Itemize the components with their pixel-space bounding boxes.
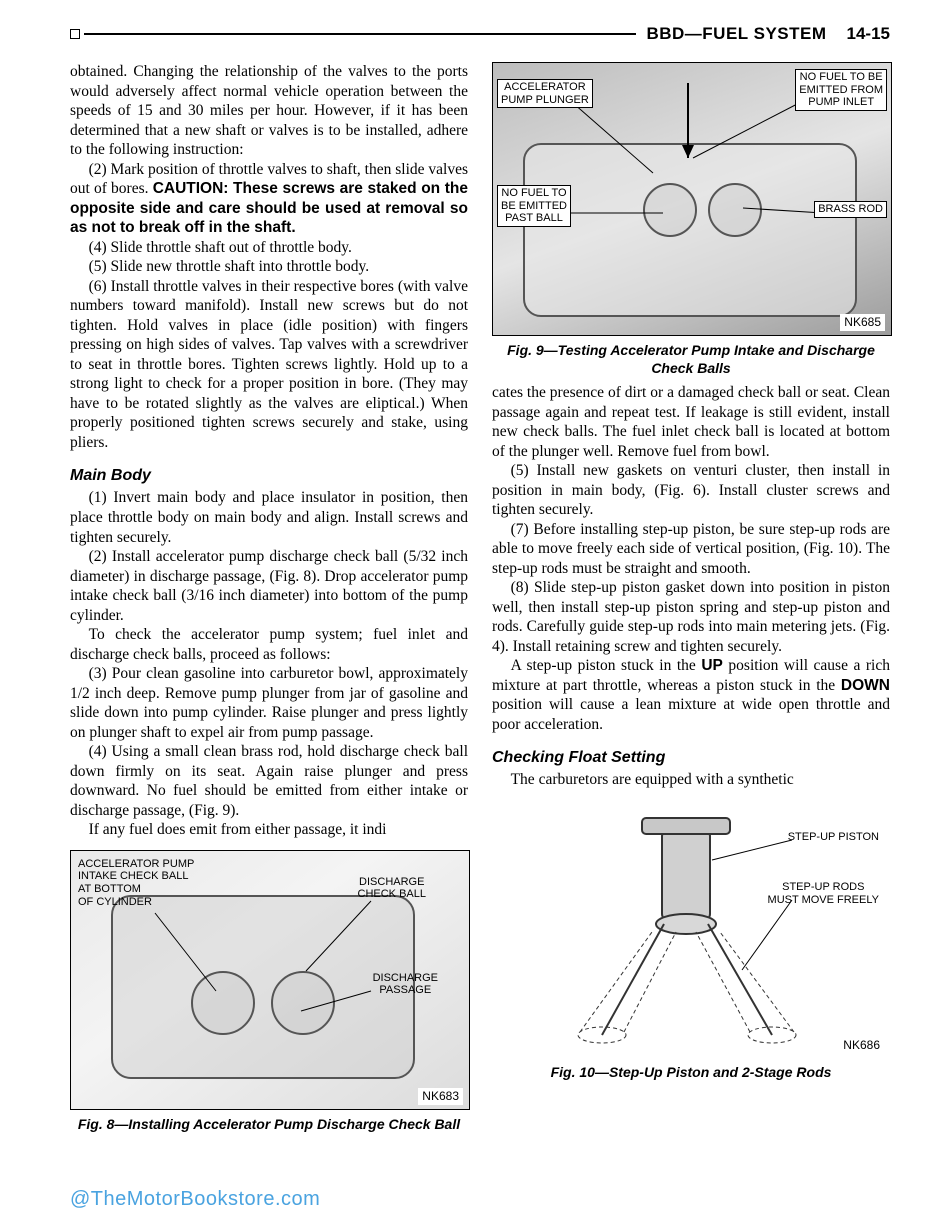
body-paragraph: (4) Using a small clean brass rod, hold …	[70, 742, 468, 820]
figure-8-caption: Fig. 8—Installing Accelerator Pump Disch…	[70, 1116, 468, 1134]
page-number: 14-15	[827, 24, 890, 44]
figure-9-label: ACCELERATOR PUMP PLUNGER	[497, 79, 593, 108]
emphasis-up: UP	[701, 657, 723, 674]
body-paragraph: (3) Pour clean gasoline into carburetor …	[70, 664, 468, 742]
heading-main-body: Main Body	[70, 466, 468, 486]
text-run: position will cause a lean mixture at wi…	[492, 696, 890, 733]
figure-8: ACCELERATOR PUMP INTAKE CHECK BALL AT BO…	[70, 850, 468, 1134]
body-paragraph: (8) Slide step-up piston gasket down int…	[492, 578, 890, 656]
body-columns: obtained. Changing the relationship of t…	[70, 62, 890, 1133]
text-run: but do not tighten. Hold valves in place…	[70, 297, 468, 451]
figure-9-id: NK685	[840, 314, 885, 331]
figure-8-label: ACCELERATOR PUMP INTAKE CHECK BALL AT BO…	[75, 857, 197, 910]
figure-8-image: ACCELERATOR PUMP INTAKE CHECK BALL AT BO…	[70, 850, 470, 1110]
figure-10-id: NK686	[839, 1037, 884, 1054]
figure-9-label: NO FUEL TO BE EMITTED FROM PUMP INLET	[795, 69, 887, 111]
body-paragraph: (5) Install new gaskets on venturi clust…	[492, 461, 890, 520]
body-paragraph: obtained. Changing the relationship of t…	[70, 62, 468, 160]
body-paragraph: cates the presence of dirt or a damaged …	[492, 383, 890, 461]
figure-9-caption: Fig. 9—Testing Accelerator Pump Intake a…	[492, 342, 890, 377]
text-run: screws	[343, 297, 385, 314]
figure-9-label: NO FUEL TO BE EMITTED PAST BALL	[497, 185, 571, 227]
heading-float-setting: Checking Float Setting	[492, 748, 890, 768]
section-title: BBD—FUEL SYSTEM	[636, 24, 826, 44]
body-paragraph: (1) Invert main body and place insulator…	[70, 488, 468, 547]
body-paragraph: The carburetors are equipped with a synt…	[492, 770, 890, 790]
figure-8-label: DISCHARGE PASSAGE	[370, 971, 441, 998]
figure-8-id: NK683	[418, 1088, 463, 1105]
text-run: A step-up piston stuck in the	[511, 657, 702, 674]
figure-10-label: STEP-UP RODS MUST MOVE FREELY	[765, 880, 882, 907]
emphasis-down: DOWN	[841, 677, 890, 694]
body-paragraph: (6) Install throttle valves in their res…	[70, 277, 468, 453]
body-paragraph: (2) Mark position of throttle valves to …	[70, 160, 468, 238]
figure-10-caption: Fig. 10—Step-Up Piston and 2-Stage Rods	[492, 1064, 890, 1082]
figure-10-image: STEP-UP PISTON STEP-UP RODS MUST MOVE FR…	[492, 800, 890, 1058]
figure-9: ACCELERATOR PUMP PLUNGER NO FUEL TO BE E…	[492, 62, 890, 377]
figure-10: STEP-UP PISTON STEP-UP RODS MUST MOVE FR…	[492, 800, 890, 1082]
body-paragraph: A step-up piston stuck in the UP positio…	[492, 656, 890, 734]
body-paragraph: (5) Slide new throttle shaft into thrott…	[70, 257, 468, 277]
figure-10-label: STEP-UP PISTON	[785, 830, 882, 845]
page-header: BBD—FUEL SYSTEM 14-15	[70, 24, 890, 44]
watermark: @TheMotorBookstore.com	[70, 1188, 320, 1211]
body-paragraph: (7) Before installing step-up piston, be…	[492, 520, 890, 579]
header-rule	[84, 33, 636, 35]
body-paragraph: If any fuel does emit from either passag…	[70, 820, 468, 840]
body-paragraph: (2) Install accelerator pump discharge c…	[70, 547, 468, 625]
body-paragraph: To check the accelerator pump system; fu…	[70, 625, 468, 664]
figure-9-label: BRASS ROD	[814, 201, 887, 218]
figure-8-label: DISCHARGE CHECK BALL	[355, 875, 429, 902]
body-paragraph: (4) Slide throttle shaft out of throttle…	[70, 238, 468, 258]
header-marker	[70, 29, 80, 39]
figure-9-image: ACCELERATOR PUMP PLUNGER NO FUEL TO BE E…	[492, 62, 892, 336]
